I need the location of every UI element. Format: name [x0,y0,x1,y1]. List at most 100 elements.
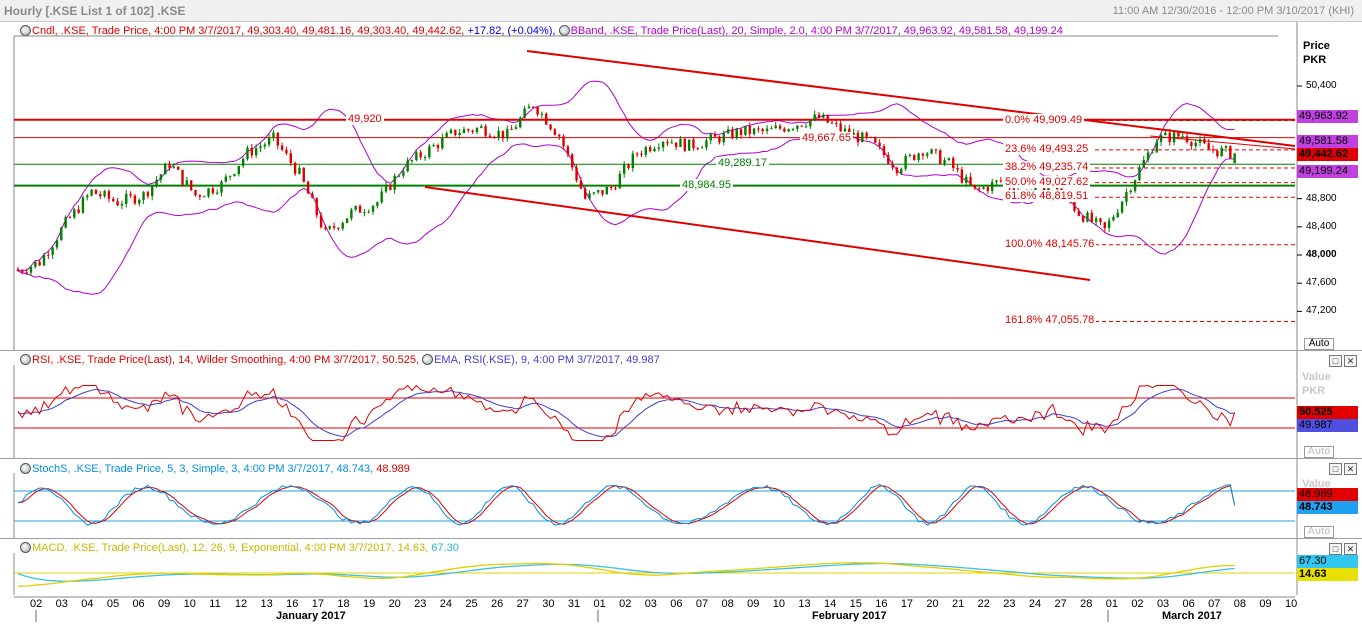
candle-body [722,133,725,143]
macd-line [17,562,1235,587]
rsi-legend-text: RSI, .KSE, Trade Price(Last), 14, Wilder… [32,354,420,366]
macd-legend-text: MACD, .KSE, Trade Price(Last), 12, 26, 9… [32,542,429,554]
candle-body [133,195,137,204]
candle-body [337,227,340,229]
price-auto-button[interactable]: Auto [1304,338,1334,350]
candle-body [1172,132,1176,143]
candle-body [189,180,193,190]
candle-body [631,153,635,169]
legend-eye-icon[interactable] [422,354,434,365]
candle-body [739,129,743,135]
price-tick-label: 48,400 [1306,220,1337,232]
candle-body [151,185,154,197]
x-tick-label: 02 [1131,598,1144,610]
candle-body [1142,159,1145,168]
macd-legend[interactable]: MACD, .KSE, Trade Price(Last), 12, 26, 9… [20,542,459,554]
legend-eye-icon[interactable] [20,354,31,365]
rsi-line [17,384,1236,442]
candle-body [1103,222,1106,229]
candle-body [562,136,565,147]
rsi-pane[interactable]: RSI, .KSE, Trade Price(Last), 14, Wilder… [0,351,1362,458]
candle-body [1155,141,1158,153]
candle-body [670,142,673,144]
candle-body [103,191,106,197]
rsi-ema-line [17,388,1235,438]
candle-body [458,133,461,136]
candle-body [605,187,609,195]
candle-body [77,209,80,213]
x-tick-label: 08 [721,598,734,610]
restore-icon[interactable]: □ [1329,543,1342,555]
legend-eye-icon[interactable] [20,463,31,474]
x-tick-label: 23 [1003,598,1016,610]
candle-body [804,126,808,128]
price-tick-label: 48,800 [1306,192,1337,204]
x-tick-label: 27 [516,598,529,610]
candle-body [934,149,938,151]
candle-body [939,150,942,165]
close-icon[interactable]: ✕ [1344,463,1357,475]
candle-body [112,198,115,202]
candle-body [540,113,544,115]
price-pane[interactable]: Cndl, .KSE, Trade Price, 4:00 PM 3/7/201… [0,22,1362,350]
close-icon[interactable]: ✕ [1344,355,1357,367]
stoch-k-tag: 48.743 [1297,501,1358,514]
candle-body [332,226,336,228]
x-tick-label: 05 [106,598,120,610]
x-tick-label: 08 [1233,598,1247,610]
price-annotation: 50.0% 49,027.62 [1003,175,1091,188]
candle-body [726,129,730,134]
candle-body [791,128,795,130]
price-annotation: 49,289.17 [716,157,769,170]
candle-body [506,129,509,139]
last-price-tag: 49,442.62 [1297,148,1358,161]
candle-body [55,240,59,248]
candle-body [358,205,362,213]
candle-body [120,203,124,206]
candle-body [116,201,119,206]
candle-body [99,194,102,197]
stoch-auto-button[interactable]: Auto [1304,526,1334,538]
candle-body [454,129,457,136]
candle-body [384,184,388,192]
rsi-auto-button[interactable]: Auto [1304,446,1334,458]
rsi-legend[interactable]: RSI, .KSE, Trade Price(Last), 14, Wilder… [20,354,660,366]
candle-body [900,168,903,174]
candle-body [930,149,933,154]
stoch-axis-unit: Value [1302,478,1331,490]
stoch-k-line [17,483,1236,526]
candle-body [874,137,877,143]
candle-body [999,180,1003,182]
pane-divider[interactable] [0,538,1362,539]
candle-body [81,197,85,213]
restore-icon[interactable]: □ [1329,463,1342,475]
date-range: 11:00 AM 12/30/2016 - 12:00 PM 3/10/2017… [1112,5,1354,17]
x-tick-label: 17 [311,598,324,610]
candle-body [519,117,522,128]
stoch-legend[interactable]: StochS, .KSE, Trade Price, 5, 3, Simple,… [20,463,410,475]
close-icon[interactable]: ✕ [1344,543,1357,555]
candle-body [419,152,422,158]
candle-body [761,129,764,131]
candle-body [986,187,990,191]
x-tick-label: 23 [414,598,427,610]
legend-eye-icon[interactable] [20,542,31,553]
price-legend[interactable]: Cndl, .KSE, Trade Price, 4:00 PM 3/7/201… [20,25,1063,37]
restore-icon[interactable]: □ [1329,355,1342,367]
macd-pane[interactable]: MACD, .KSE, Trade Price(Last), 12, 26, 9… [0,539,1362,595]
candle-body [856,132,860,143]
pane-divider[interactable] [0,350,1362,351]
candle-body [1198,139,1202,143]
price-annotation: 0.0% 49,909.49 [1003,113,1085,126]
candle-body [38,261,41,266]
candle-body [692,139,695,149]
channel-upper-line [526,50,1296,147]
candle-body [328,226,331,229]
candle-body [973,184,977,189]
candle-body [679,138,682,147]
pane-divider[interactable] [0,458,1362,459]
price-tick-label: 48,000 [1306,249,1337,260]
candle-body [315,198,318,216]
stoch-pane[interactable]: StochS, .KSE, Trade Price, 5, 3, Simple,… [0,459,1362,538]
